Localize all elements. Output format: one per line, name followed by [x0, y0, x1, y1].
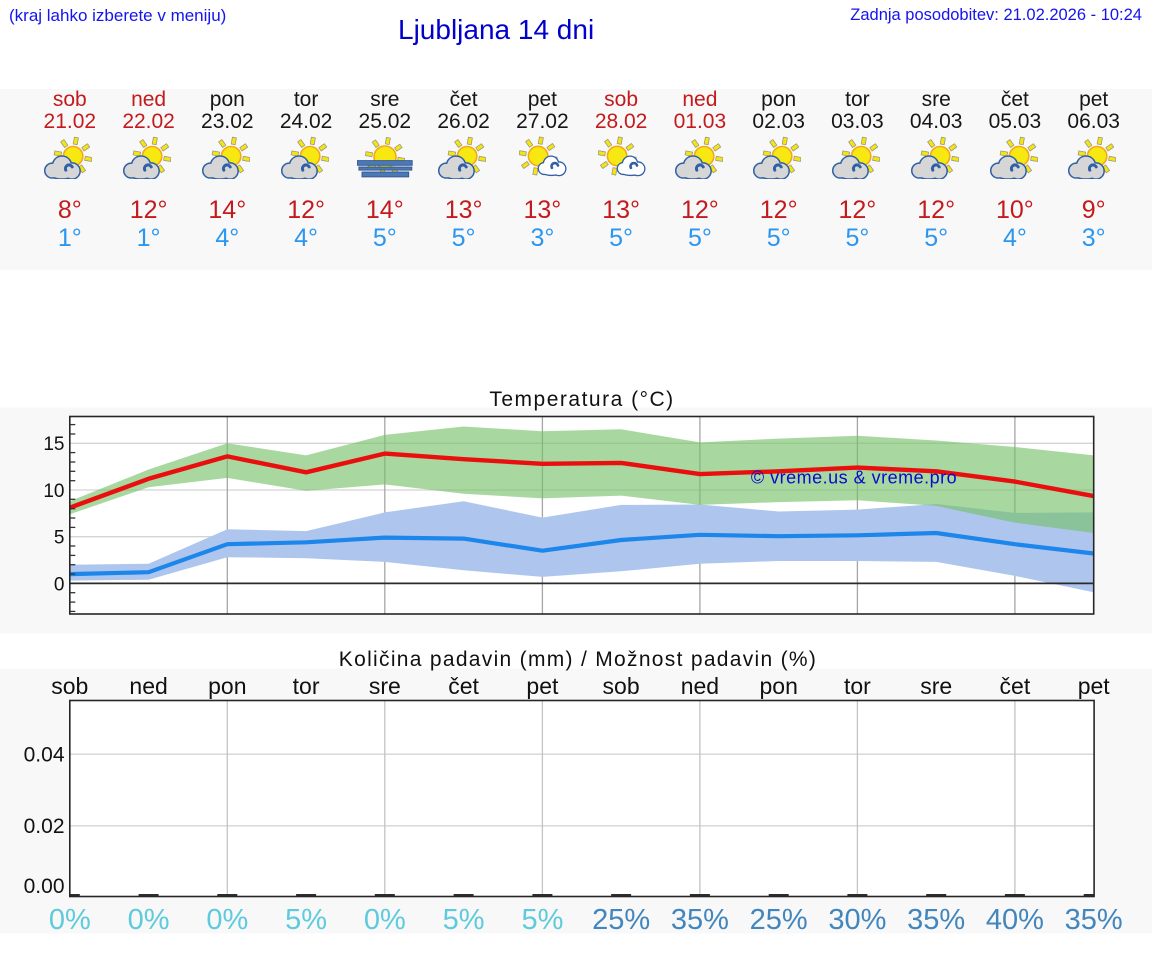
svg-text:0%: 0%	[128, 904, 170, 936]
svg-text:5: 5	[54, 528, 65, 549]
svg-text:25%: 25%	[592, 904, 650, 936]
svg-text:ned: ned	[129, 673, 167, 699]
svg-text:Temperatura (°C): Temperatura (°C)	[489, 388, 674, 411]
svg-text:30%: 30%	[828, 904, 886, 936]
svg-text:0: 0	[54, 574, 65, 595]
svg-text:0.02: 0.02	[24, 815, 65, 838]
svg-text:40%: 40%	[986, 904, 1044, 936]
svg-text:0%: 0%	[206, 904, 248, 936]
svg-text:pon: pon	[760, 673, 798, 699]
svg-text:sre: sre	[920, 673, 952, 699]
svg-text:10: 10	[43, 481, 64, 502]
svg-text:sre: sre	[369, 673, 401, 699]
svg-text:© vreme.us & vreme.pro: © vreme.us & vreme.pro	[751, 468, 957, 488]
svg-text:25%: 25%	[750, 904, 808, 936]
svg-text:35%: 35%	[907, 904, 965, 936]
svg-text:pon: pon	[208, 673, 246, 699]
svg-text:tor: tor	[844, 673, 871, 699]
svg-text:sob: sob	[603, 673, 640, 699]
svg-text:0.00: 0.00	[24, 875, 65, 898]
svg-text:sob: sob	[51, 673, 88, 699]
svg-text:čet: čet	[448, 673, 479, 699]
svg-text:tor: tor	[293, 673, 320, 699]
svg-text:ned: ned	[681, 673, 719, 699]
svg-text:5%: 5%	[443, 904, 485, 936]
svg-text:čet: čet	[1000, 673, 1031, 699]
svg-text:Količina padavin (mm) / Možnos: Količina padavin (mm) / Možnost padavin …	[339, 648, 817, 671]
svg-text:35%: 35%	[671, 904, 729, 936]
svg-text:pet: pet	[526, 673, 559, 699]
svg-text:5%: 5%	[521, 904, 563, 936]
svg-text:35%: 35%	[1065, 904, 1123, 936]
svg-text:0%: 0%	[49, 904, 91, 936]
svg-text:15: 15	[43, 434, 64, 455]
svg-text:5%: 5%	[285, 904, 327, 936]
svg-text:0.04: 0.04	[24, 744, 65, 767]
svg-text:0%: 0%	[364, 904, 406, 936]
svg-text:pet: pet	[1078, 673, 1111, 699]
